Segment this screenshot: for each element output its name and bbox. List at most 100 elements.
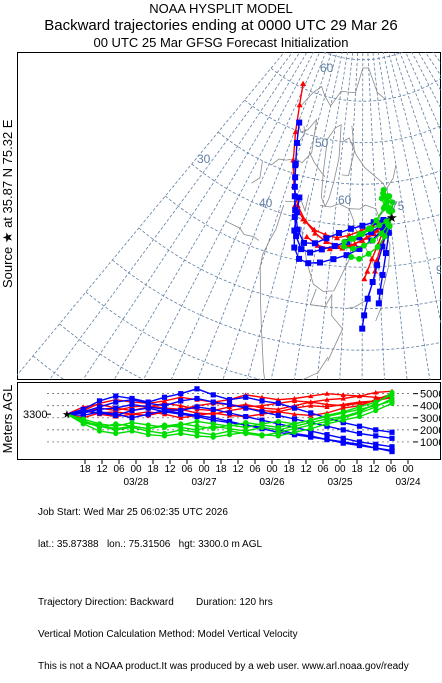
longitude-line [222,52,332,380]
trajectory-point [316,259,323,266]
profile-point [194,418,200,425]
chart-subtitle: 00 UTC 25 Mar GFSG Forecast Initializati… [93,35,349,50]
profile-point [340,392,346,397]
profile-point [129,415,135,421]
trajectory-point [360,242,367,249]
hour-tick-label: 12 [368,464,380,475]
profile-point [275,424,281,431]
trajectory-point [300,80,307,87]
trajectory-point [296,255,303,262]
border-line [299,126,306,141]
longitude-line [393,52,441,197]
profile-point [194,429,200,435]
longitude-line [48,52,294,380]
latitude-label: 60 [320,61,334,75]
profile-point [308,417,314,423]
profile-point [340,439,346,445]
profile-ticks: 10002000300040005000 3300 [23,389,441,449]
profile-point [226,418,233,425]
hour-tick-label: 12 [232,464,244,475]
latitude-line [322,52,404,61]
hour-tick-label: 00 [130,464,142,475]
trajectory-point [340,243,347,250]
longitude-line [339,52,359,380]
hour-tick-label: 06 [249,464,261,475]
profile-point [291,405,298,411]
profile-point [178,427,184,433]
profile-point [80,407,86,414]
profile-point [96,409,103,415]
trajectory-point [294,226,301,233]
trajectory-point [382,250,389,257]
trajectory-point [364,268,371,274]
profile-point [161,403,168,409]
profile-point [373,394,379,400]
trajectory-point [369,279,376,286]
profile-point [340,417,346,423]
profile-point [145,405,151,411]
trajectory-point [364,295,371,302]
hour-tick-label: 18 [351,464,363,475]
profile-point [80,416,86,422]
longitude-line [17,52,285,376]
time-axis-ticks: 18 12 06 00 18 12 06 00 18 12 06 00 18 12 06 00 18 12 06 00… [79,460,421,488]
trajectory-point [356,234,363,241]
trajectory-point [368,229,375,236]
profile-point [373,427,379,433]
trajectory-point [293,233,300,240]
profile-point [324,432,330,438]
trajectory-point [379,243,386,250]
profile-point [308,433,314,439]
trajectory-point [374,243,381,250]
hour-tick-label: 00 [402,464,414,475]
longitude-line [170,52,321,380]
trajectory-point [347,225,354,232]
profile-point [356,441,363,447]
profile-point [324,401,330,407]
profile-point [356,410,363,416]
trajectory-point [292,128,299,135]
profile-point [324,412,330,418]
profile-point [243,405,249,411]
profile-point [161,398,168,403]
latitude-label: 50 [315,136,329,150]
chart-title: Backward trajectories ending at 0000 UTC… [44,17,398,34]
profile-point [259,394,265,400]
profile-point [178,403,184,408]
border-line [251,160,263,184]
trajectory-point [389,199,396,206]
profile-point [324,421,330,427]
profile-point [178,422,184,428]
profile-point [161,407,168,414]
longitude-line [367,52,385,380]
trajectory-point [382,193,389,200]
profile-point [308,393,314,399]
profile-point [145,426,151,432]
trajectory-point [311,240,318,247]
profile-point [226,410,233,416]
profile-series: ★ [62,386,395,455]
longitude-line [382,52,441,326]
profile-point [308,410,314,416]
profile-point [161,394,168,400]
profile-point [113,423,119,429]
profile-point [129,423,135,429]
trajectory-point [343,252,350,259]
profile-point [113,393,119,399]
longitude-line [388,52,441,249]
latitude-label: 30 [197,152,211,166]
y-tick-label: 4000 [420,401,441,413]
profile-point [178,430,184,437]
source-star-icon: ★ [386,211,398,226]
profile-point [161,433,168,439]
trajectory-point [348,254,355,261]
trajectory-point [368,255,375,262]
profile-point [373,399,379,405]
vertical-method: Vertical Motion Calculation Method: Mode… [38,628,298,640]
profile-point [129,407,135,414]
trajectory-point [296,194,303,201]
profile-point [178,398,184,404]
trajectory-point [369,237,376,244]
hour-tick-label: 06 [181,464,193,475]
trajectory-point [298,246,305,253]
